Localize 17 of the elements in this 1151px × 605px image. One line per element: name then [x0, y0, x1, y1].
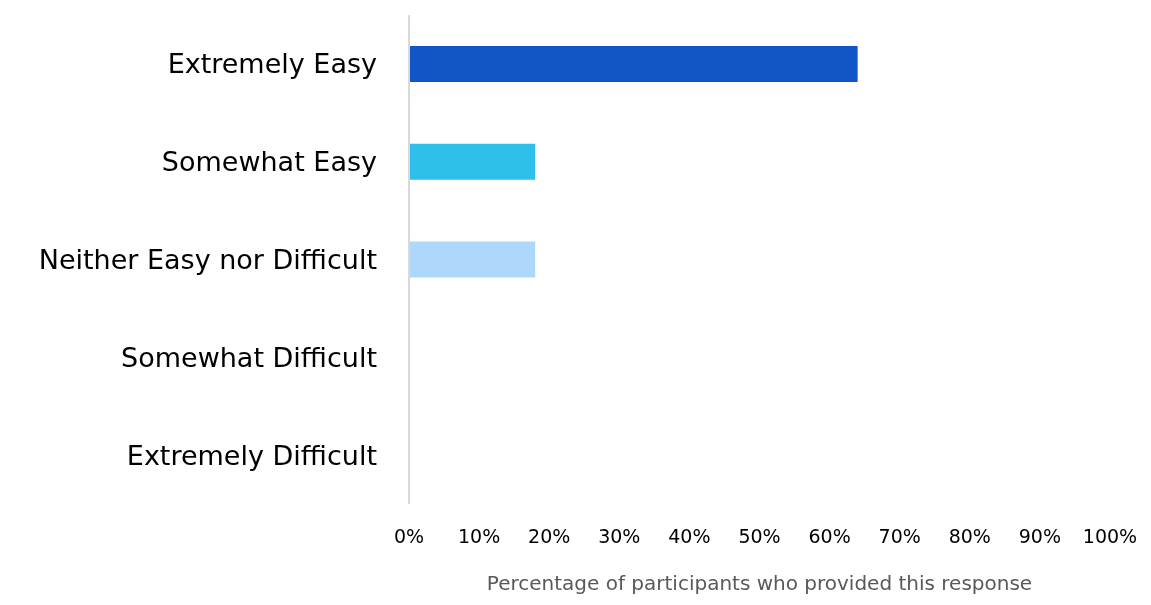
- x-tick-label: 60%: [808, 525, 851, 548]
- x-tick-label: 20%: [528, 525, 571, 548]
- x-tick-label: 50%: [738, 525, 781, 548]
- x-tick-label: 100%: [1082, 525, 1138, 548]
- x-tick-label: 80%: [948, 525, 991, 548]
- y-tick-label: Somewhat Easy: [161, 146, 378, 178]
- x-tick-label: 90%: [1018, 525, 1062, 548]
- x-tick-label: 30%: [598, 525, 641, 548]
- y-tick-label: Extremely Difficult: [126, 439, 377, 471]
- x-tick-label: 10%: [457, 525, 501, 548]
- y-tick-label: Extremely Easy: [167, 48, 378, 80]
- y-tick-label: Neither Easy nor Difficult: [38, 244, 377, 276]
- x-axis-title: Percentage of participants who provided this response: [486, 571, 1033, 595]
- y-tick-label: Somewhat Difficult: [121, 341, 377, 373]
- x-tick-label: 0%: [393, 525, 425, 548]
- x-tick-label: 40%: [668, 525, 711, 548]
- x-tick-label: 70%: [878, 525, 921, 548]
